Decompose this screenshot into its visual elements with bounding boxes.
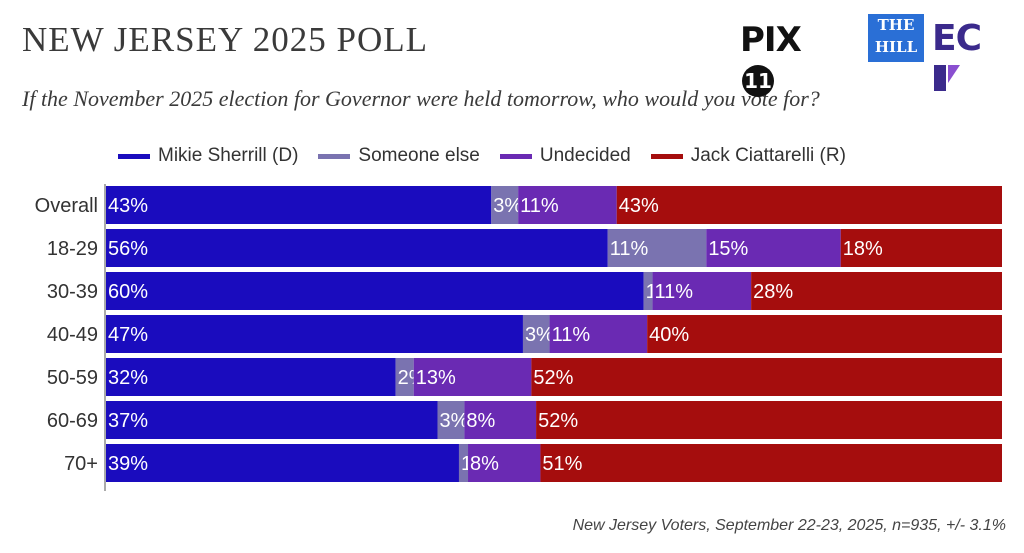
bar-segment bbox=[540, 444, 1002, 482]
bar-segment bbox=[437, 401, 465, 439]
bar-segment bbox=[751, 272, 1002, 310]
data-label: 39% bbox=[108, 453, 148, 475]
pix11-logo: PIX 11 bbox=[740, 20, 802, 100]
data-label: 52% bbox=[533, 367, 573, 389]
data-label: 11% bbox=[610, 238, 649, 260]
bar-segment bbox=[491, 186, 519, 224]
legend-label: Someone else bbox=[358, 145, 480, 166]
bar-segment bbox=[106, 229, 608, 267]
legend-item: Someone else bbox=[318, 145, 480, 167]
chart-legend: Mikie Sherrill (D) Someone else Undecided J… bbox=[118, 144, 866, 168]
bar-segment bbox=[106, 186, 492, 224]
legend-item: Mikie Sherrill (D) bbox=[118, 145, 298, 167]
legend-label: Mikie Sherrill (D) bbox=[158, 145, 299, 166]
bar-segment bbox=[607, 229, 707, 267]
bar-segment bbox=[531, 358, 1002, 396]
footnote: New Jersey Voters, September 22-23, 2025… bbox=[572, 517, 1006, 534]
data-label: 43% bbox=[619, 195, 659, 217]
data-label: 8% bbox=[466, 410, 495, 432]
bar-segment bbox=[413, 358, 532, 396]
category-label: Overall bbox=[35, 195, 98, 217]
bar-segment bbox=[643, 272, 653, 310]
bar-segment bbox=[518, 186, 617, 224]
pix11-logo-text: PIX bbox=[740, 20, 802, 60]
stacked-bar-chart: Overall 43% 3%11% 43%18-29 56% 11% 15% 18%30-39… bbox=[35, 184, 1002, 491]
data-label: 60% bbox=[108, 281, 148, 303]
data-label: 8% bbox=[470, 453, 499, 475]
data-label: 3% bbox=[525, 324, 554, 346]
bar-segment bbox=[464, 401, 537, 439]
the-hill-logo: THE HILL bbox=[868, 14, 924, 62]
data-label: 13% bbox=[416, 367, 456, 389]
bar-segment bbox=[106, 401, 438, 439]
category-label: 30-39 bbox=[47, 281, 98, 303]
bar-segment bbox=[840, 229, 1002, 267]
data-label: 11% bbox=[520, 195, 559, 217]
legend-item: Jack Ciattarelli (R) bbox=[650, 145, 846, 167]
page-title: NEW JERSEY 2025 POLL bbox=[22, 20, 428, 59]
legend-swatch bbox=[318, 153, 351, 159]
data-label: 43% bbox=[108, 195, 148, 217]
legend-swatch bbox=[650, 153, 683, 159]
data-label: 3% bbox=[440, 410, 469, 432]
legend-item: Undecided bbox=[499, 145, 631, 167]
bar-segment bbox=[647, 315, 1002, 353]
data-label: 11% bbox=[655, 281, 694, 303]
bar-segment bbox=[106, 272, 644, 310]
data-label: 47% bbox=[108, 324, 148, 346]
data-label: 37% bbox=[108, 410, 148, 432]
bar-segment bbox=[616, 186, 1002, 224]
category-label: 18-29 bbox=[47, 238, 98, 260]
ecp-logo-mark bbox=[934, 65, 960, 91]
data-label: 51% bbox=[542, 453, 582, 475]
bar-segment bbox=[395, 358, 414, 396]
category-label: 50-59 bbox=[47, 367, 98, 389]
data-label: 3% bbox=[493, 195, 522, 217]
pix11-logo-circle: 11 bbox=[742, 65, 774, 97]
category-label: 40-49 bbox=[47, 324, 98, 346]
bar-segment bbox=[536, 401, 1002, 439]
legend-swatch bbox=[118, 153, 150, 159]
data-label: 18% bbox=[843, 238, 883, 260]
legend-swatch bbox=[499, 153, 532, 159]
bar-segment bbox=[522, 315, 550, 353]
data-label: 52% bbox=[538, 410, 578, 432]
bar-segment bbox=[706, 229, 841, 267]
data-label: 15% bbox=[708, 238, 748, 260]
data-label: 40% bbox=[649, 324, 689, 346]
data-label: 11% bbox=[552, 324, 591, 346]
data-label: 56% bbox=[108, 238, 148, 260]
legend-label: Undecided bbox=[539, 145, 631, 166]
category-label: 60-69 bbox=[47, 410, 98, 432]
bar-segment bbox=[458, 444, 469, 482]
data-label: 32% bbox=[108, 367, 148, 389]
the-hill-logo-line2: HILL bbox=[874, 38, 918, 56]
bar-segment bbox=[468, 444, 541, 482]
bar-segment bbox=[106, 358, 396, 396]
bar-segment bbox=[652, 272, 752, 310]
bar-segment bbox=[106, 444, 459, 482]
legend-label: Jack Ciattarelli (R) bbox=[690, 145, 846, 166]
ecp-logo: EC bbox=[932, 18, 982, 100]
the-hill-logo-line1: THE bbox=[877, 16, 915, 34]
category-label: 70+ bbox=[64, 453, 98, 475]
poll-question: If the November 2025 election for Govern… bbox=[22, 86, 820, 111]
ecp-logo-text: EC bbox=[932, 18, 982, 59]
bar-segment bbox=[106, 315, 523, 353]
bar-segment bbox=[549, 315, 648, 353]
data-label: 28% bbox=[753, 281, 793, 303]
